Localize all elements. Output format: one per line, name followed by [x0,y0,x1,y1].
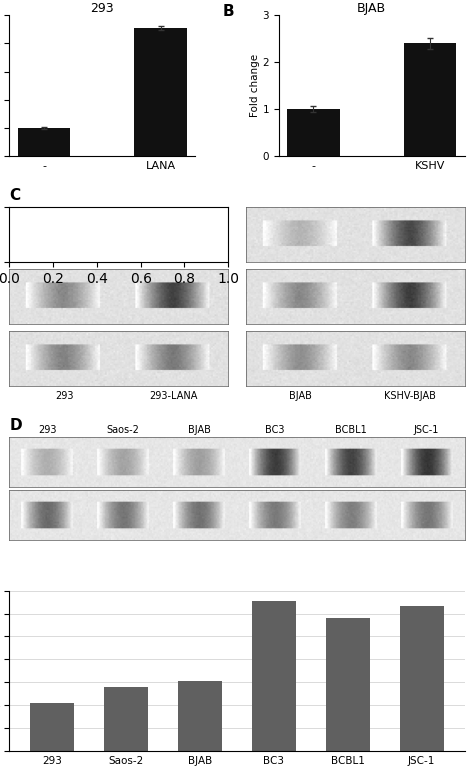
Text: BC3: BC3 [265,425,285,435]
Bar [326,618,370,751]
Bar [178,681,222,751]
Text: BJAB: BJAB [188,425,210,435]
Title: BJAB: BJAB [357,2,386,15]
Bar [134,28,187,156]
Bar [104,686,148,751]
Bar [400,605,444,751]
Text: BCBL1: BCBL1 [335,425,366,435]
Text: C: C [9,188,20,203]
Text: JSC-1: JSC-1 [414,425,439,435]
Bar [30,702,74,751]
Text: Saos-2: Saos-2 [107,425,140,435]
Title: 293: 293 [91,2,114,15]
Text: D: D [9,418,22,434]
Text: 293: 293 [38,425,57,435]
Text: B: B [223,4,235,19]
Bar [287,110,340,156]
Bar [404,44,456,156]
Y-axis label: Fold change: Fold change [250,54,260,117]
Bar [252,601,296,751]
Bar [18,128,70,156]
